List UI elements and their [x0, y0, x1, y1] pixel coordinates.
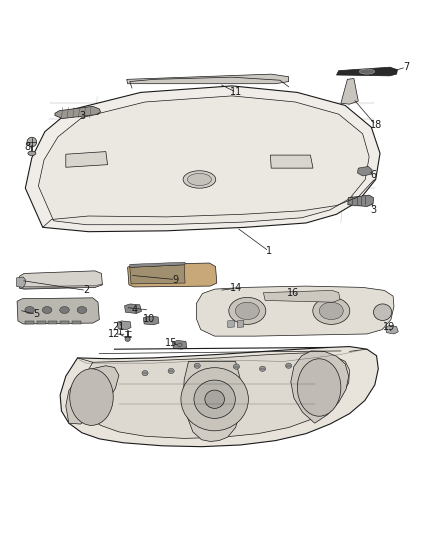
Ellipse shape [42, 306, 52, 313]
Ellipse shape [359, 69, 374, 74]
Polygon shape [72, 321, 81, 324]
Ellipse shape [70, 369, 113, 425]
Ellipse shape [313, 297, 350, 325]
Ellipse shape [233, 364, 240, 369]
Text: 21: 21 [113, 322, 125, 333]
Ellipse shape [235, 302, 259, 320]
Polygon shape [184, 361, 242, 441]
Text: 11: 11 [230, 87, 243, 98]
Polygon shape [66, 366, 119, 424]
Text: 2: 2 [83, 286, 89, 295]
Ellipse shape [374, 304, 392, 320]
Text: 14: 14 [230, 283, 243, 293]
Text: 3: 3 [79, 111, 85, 122]
Polygon shape [25, 86, 380, 232]
Ellipse shape [25, 306, 35, 313]
Polygon shape [130, 262, 185, 268]
Polygon shape [66, 151, 108, 167]
Polygon shape [348, 195, 374, 206]
Polygon shape [124, 304, 141, 313]
Ellipse shape [142, 370, 148, 376]
Polygon shape [39, 96, 369, 225]
Text: 16: 16 [287, 288, 299, 297]
Polygon shape [196, 286, 394, 336]
Polygon shape [270, 155, 313, 168]
Ellipse shape [183, 171, 216, 188]
Text: 5: 5 [33, 309, 39, 319]
Ellipse shape [194, 363, 200, 368]
Polygon shape [25, 321, 34, 324]
Polygon shape [173, 341, 187, 349]
Polygon shape [130, 265, 185, 284]
Text: 1: 1 [266, 246, 272, 256]
Text: 8: 8 [25, 142, 31, 152]
Polygon shape [60, 346, 378, 447]
Polygon shape [48, 321, 57, 324]
Polygon shape [237, 320, 244, 327]
Ellipse shape [187, 173, 212, 185]
Ellipse shape [259, 366, 265, 372]
Polygon shape [20, 271, 102, 289]
Ellipse shape [60, 306, 69, 313]
Polygon shape [228, 320, 234, 327]
Polygon shape [60, 321, 69, 324]
Ellipse shape [125, 337, 130, 341]
Polygon shape [336, 67, 397, 76]
Polygon shape [385, 325, 398, 334]
Polygon shape [17, 298, 99, 324]
Polygon shape [291, 351, 349, 423]
Ellipse shape [27, 137, 37, 147]
Ellipse shape [229, 297, 266, 325]
Ellipse shape [286, 363, 292, 368]
Ellipse shape [319, 302, 343, 320]
Polygon shape [127, 263, 217, 287]
Polygon shape [17, 277, 25, 287]
Text: 6: 6 [371, 170, 377, 180]
Ellipse shape [77, 306, 87, 313]
Polygon shape [117, 321, 131, 329]
Ellipse shape [297, 359, 341, 416]
Text: 7: 7 [403, 62, 409, 72]
Polygon shape [127, 74, 289, 84]
Ellipse shape [194, 380, 235, 418]
Text: 4: 4 [131, 305, 137, 315]
Text: 19: 19 [383, 322, 395, 333]
Ellipse shape [168, 368, 174, 374]
Text: 18: 18 [370, 120, 382, 130]
Polygon shape [37, 321, 46, 324]
Ellipse shape [28, 151, 36, 156]
Polygon shape [80, 353, 350, 439]
Text: 10: 10 [143, 314, 155, 324]
Ellipse shape [205, 390, 224, 408]
Text: 3: 3 [371, 205, 377, 215]
Polygon shape [143, 316, 159, 325]
Text: 9: 9 [173, 274, 179, 285]
Polygon shape [263, 290, 340, 302]
Ellipse shape [181, 368, 248, 431]
Polygon shape [341, 78, 358, 104]
Polygon shape [20, 284, 102, 288]
Text: 12: 12 [108, 329, 121, 339]
Polygon shape [55, 107, 101, 118]
Polygon shape [357, 166, 372, 176]
Text: 15: 15 [165, 338, 177, 348]
